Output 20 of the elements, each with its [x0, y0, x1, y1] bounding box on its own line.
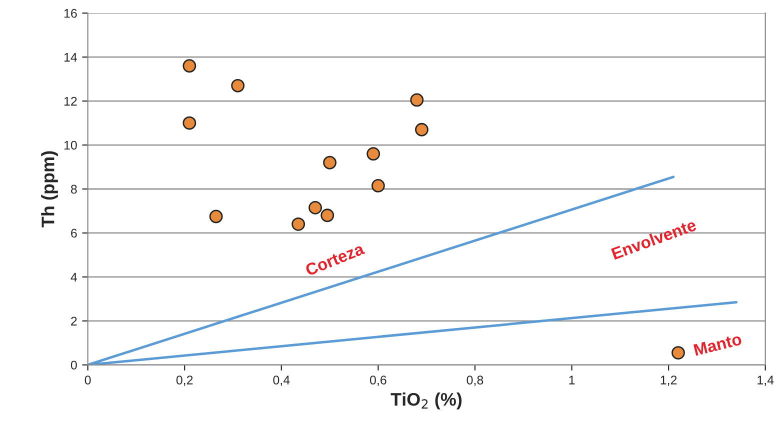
y-tick-label: 14	[64, 53, 78, 62]
y-tick-label: 2	[71, 316, 77, 326]
x-tick-label: 1	[569, 376, 575, 384]
y-tick-label: 4	[70, 272, 78, 282]
y-tick-label: 0	[70, 360, 77, 370]
x-tick-label: 0,8	[466, 376, 484, 386]
y-axis-title: Th (ppm)	[41, 151, 58, 228]
x-tick-label: 1,4	[758, 376, 774, 386]
x-axis-title: TiO$_{2}$ (%)	[390, 392, 462, 410]
x-tick-label: 0	[84, 376, 91, 384]
y-tick-label: 16	[64, 8, 77, 18]
y-tick-label: 6	[71, 228, 77, 238]
x-tick-label: 1,2	[660, 376, 677, 386]
x-tick-label: 0,6	[370, 376, 386, 386]
x-tick-label: 0,2	[176, 376, 193, 386]
y-tick-label: 10	[64, 140, 77, 150]
annotation: Manto	[693, 333, 742, 356]
x-tick-label: 0,4	[273, 376, 290, 386]
y-tick-label: 8	[70, 184, 77, 194]
y-tick-label: 12	[64, 96, 77, 106]
